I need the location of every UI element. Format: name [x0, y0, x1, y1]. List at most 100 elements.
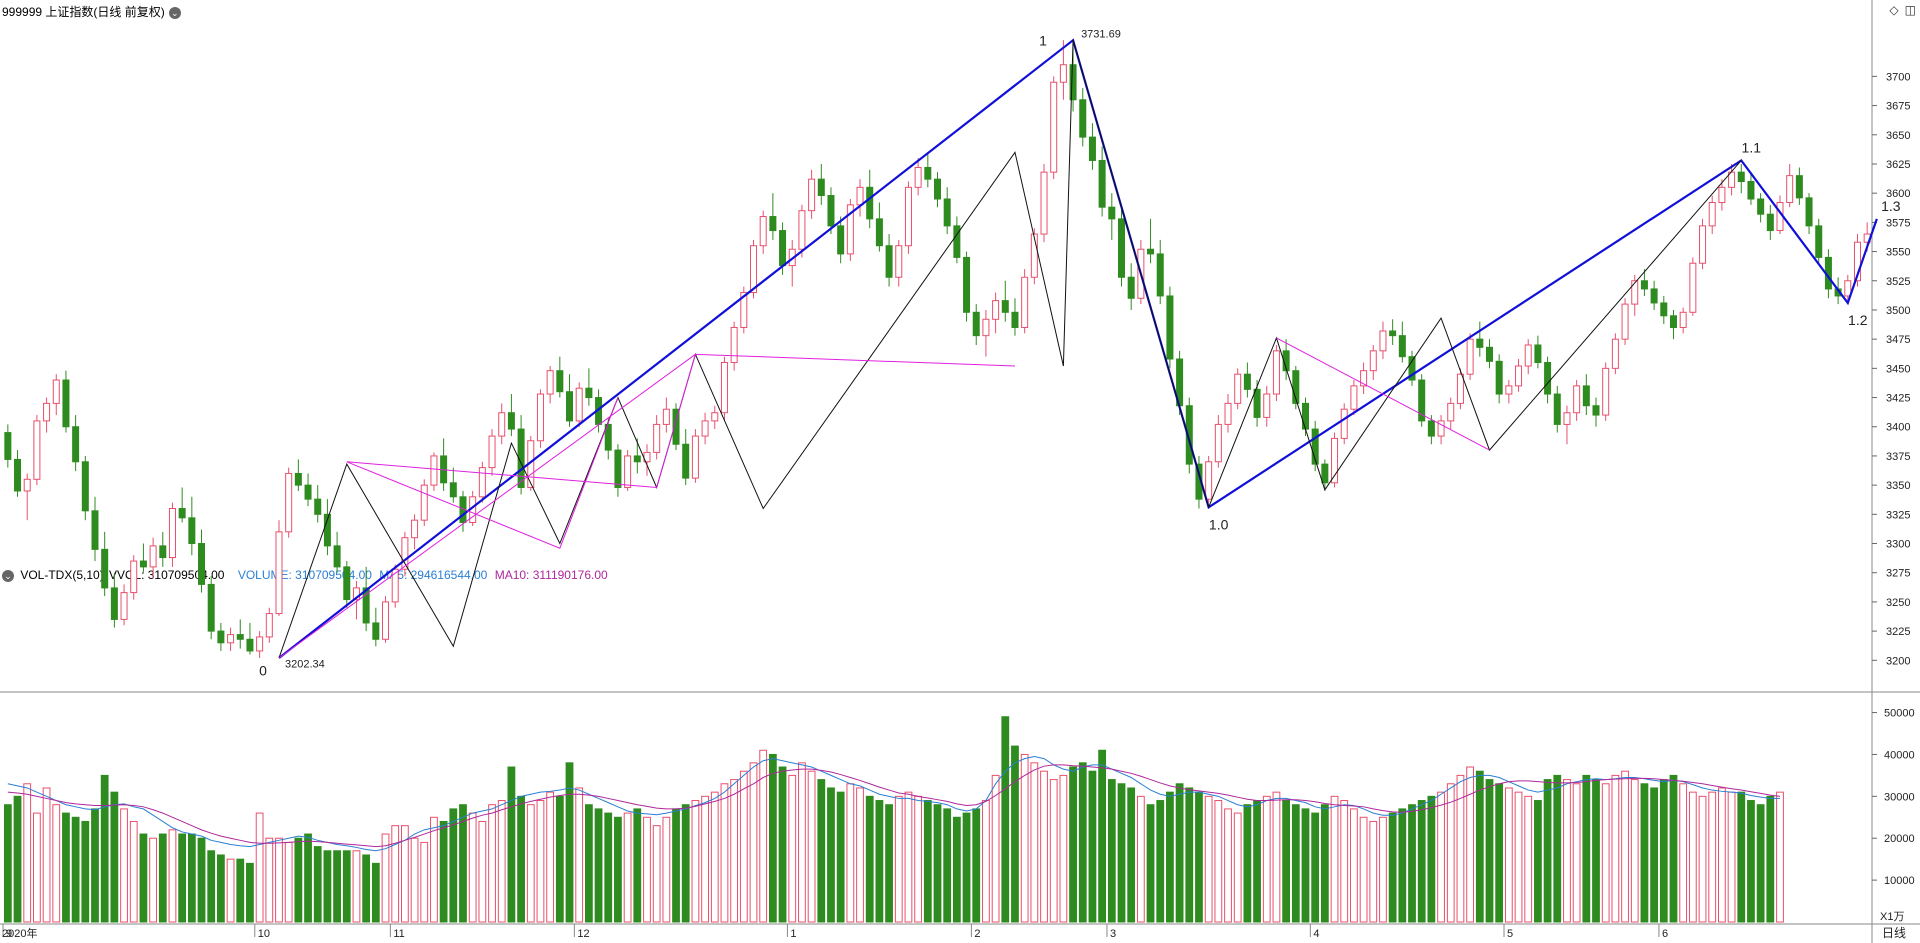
volume-bar-up	[536, 800, 545, 923]
volume-bar-down	[187, 833, 196, 923]
volume-bar-down	[342, 850, 351, 923]
volume-bar-down	[1485, 779, 1494, 923]
chart-title: 999999 上证指数(日线 前复权)	[2, 5, 165, 19]
volume-bar-up	[275, 837, 283, 923]
diamond-icon[interactable]: ◇	[1889, 3, 1899, 17]
candle-down	[1669, 315, 1677, 328]
candle-down	[72, 426, 80, 463]
volume-bar-down	[1398, 808, 1407, 923]
volume-bar-up	[1572, 783, 1581, 923]
candle-up	[798, 210, 806, 250]
volume-bar-down	[91, 808, 99, 923]
volume-bar-up	[255, 812, 264, 923]
candle-down	[159, 545, 167, 559]
volume-bar-up	[1214, 800, 1223, 923]
candle-down	[362, 587, 370, 624]
volume-bar-up	[1204, 795, 1213, 923]
ma10-line	[7, 764, 1781, 848]
volume-bar-down	[1417, 800, 1426, 923]
candle-up	[750, 245, 758, 293]
price-tick-label: 3350	[1886, 480, 1910, 492]
candle-up	[1331, 437, 1339, 484]
volume-bar-up	[381, 833, 390, 923]
candle-up	[1573, 385, 1581, 414]
volume-bar-down	[1388, 812, 1397, 923]
volume-bar-down	[1098, 749, 1107, 923]
candle-down	[779, 230, 787, 267]
candle-up	[904, 186, 912, 247]
candle-down	[633, 455, 641, 463]
volume-bar-down	[952, 816, 961, 923]
volume-bar-up	[526, 804, 535, 923]
volume-bar-down	[13, 795, 22, 923]
candle-up	[575, 387, 583, 422]
price-tick-label: 3475	[1886, 334, 1910, 346]
volume-bar-down	[1756, 804, 1765, 923]
candle-down	[866, 186, 874, 220]
volume-bar-up	[1369, 820, 1378, 923]
candle-up	[624, 455, 632, 488]
candle-down	[953, 225, 961, 258]
candle-down	[1805, 197, 1813, 227]
volume-bar-up	[1350, 808, 1358, 923]
chevron-down-icon[interactable]: ⌄	[168, 6, 181, 19]
volume-bar-up	[226, 858, 235, 923]
candle-down	[1398, 335, 1406, 358]
candle-down	[1185, 405, 1193, 465]
volume-bar-down	[1127, 787, 1136, 923]
volume-bar-down	[100, 774, 109, 923]
window-icon[interactable]: ◫	[1904, 3, 1916, 17]
candle-down	[517, 428, 525, 488]
candle-up	[1050, 81, 1058, 173]
wave-annotation: 1	[1039, 32, 1047, 48]
candle-up	[1350, 385, 1358, 410]
volume-bar-up	[1456, 774, 1465, 923]
candle-up	[1466, 338, 1474, 375]
candle-down	[4, 432, 12, 460]
candle-down	[1534, 344, 1542, 364]
volume-tick-label: 10000	[1884, 875, 1915, 887]
volume-tick-label: 40000	[1884, 749, 1915, 761]
candle-down	[1117, 218, 1125, 278]
month-label: 10	[258, 928, 270, 940]
candle-up	[130, 560, 138, 594]
candle-up	[720, 362, 728, 414]
volume-bar-down	[207, 850, 216, 923]
price-tick-label: 3500	[1886, 305, 1910, 317]
candle-down	[1650, 288, 1658, 304]
volume-bar-up	[1514, 791, 1523, 923]
candle-up	[536, 393, 544, 442]
volume-bar-up	[982, 800, 990, 923]
volume-bar-down	[139, 833, 148, 923]
volume-bar-up	[691, 800, 700, 923]
volume-bar-up	[391, 825, 400, 923]
volume-bar-down	[1195, 791, 1203, 923]
volume-bar-up	[1776, 791, 1784, 923]
candle-up	[982, 318, 990, 337]
volume-bar-down	[875, 800, 884, 923]
volume-bar-up	[1224, 808, 1232, 923]
candle-down	[1485, 346, 1493, 362]
volume-bar-down	[555, 795, 564, 923]
candle-down	[682, 443, 690, 479]
candle-up	[759, 216, 767, 247]
candle-up	[1699, 225, 1707, 264]
candle-down	[1553, 393, 1561, 425]
wave-line-magenta	[346, 353, 1015, 489]
volume-bar-up	[420, 841, 429, 923]
candle-down	[885, 245, 893, 278]
volume-bar-up	[1727, 791, 1736, 923]
chevron-down-icon[interactable]: ⌄	[2, 569, 14, 582]
candle-up	[401, 537, 409, 570]
volume-bar-down	[1185, 787, 1194, 923]
volume-bar-up	[798, 762, 806, 923]
candle-down	[14, 458, 22, 492]
candle-down	[217, 630, 225, 644]
candle-up	[662, 408, 670, 425]
candle-up	[1234, 373, 1242, 404]
candle-up	[653, 423, 661, 453]
volume-bar-down	[1475, 770, 1484, 923]
volume-bar-up	[1601, 783, 1610, 923]
volume-bar-up	[129, 820, 138, 923]
